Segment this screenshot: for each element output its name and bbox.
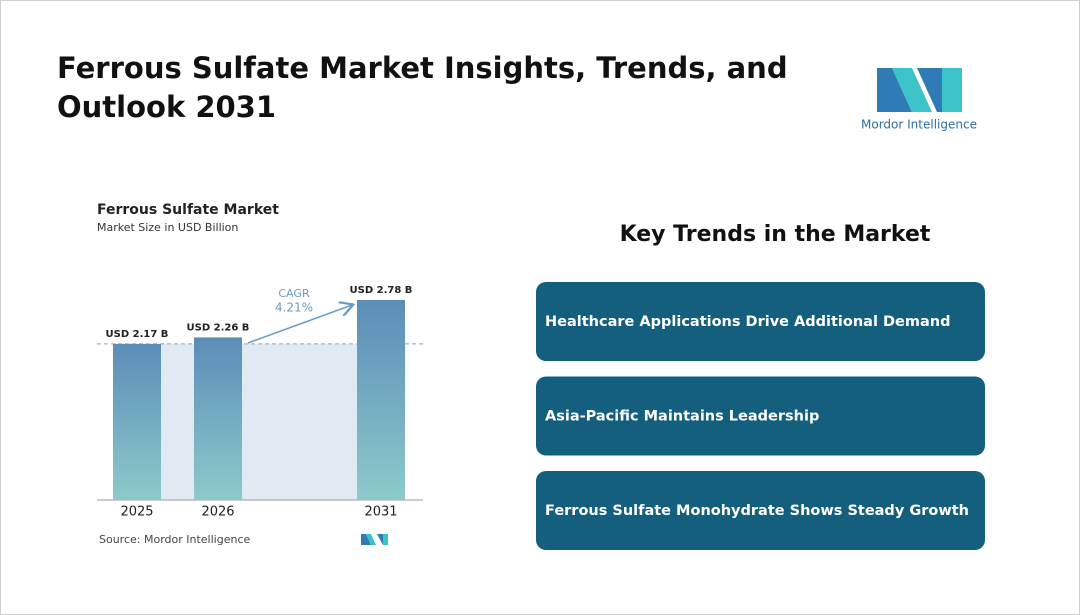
title-line: Ferrous Sulfate Market Insights, Trends,…	[57, 51, 788, 124]
trend-text: Healthcare Applications Drive Additional…	[545, 314, 950, 330]
bar	[194, 337, 242, 500]
logo	[877, 68, 962, 112]
source: Source: Mordor Intelligence	[99, 533, 250, 546]
shade	[161, 343, 357, 500]
trend-box	[536, 376, 985, 456]
cagr-arrow	[247, 305, 352, 344]
value-label: USD 2.78 B	[350, 285, 413, 296]
cagr-label: CAGR	[278, 287, 310, 300]
logo-text: Mordor Intelligence	[861, 118, 977, 132]
cagr-value: 4.21%	[275, 301, 313, 315]
chart-subtitle: Market Size in USD Billion	[97, 221, 238, 234]
trend-box	[536, 471, 985, 550]
trend-box	[536, 282, 985, 361]
value-label: USD 2.26 B	[187, 322, 250, 333]
trend-text: Asia-Pacific Maintains Leadership	[545, 409, 819, 425]
value-label: USD 2.17 B	[106, 329, 169, 340]
x-tick-label: 2026	[201, 505, 234, 520]
x-tick-label: 2031	[364, 505, 397, 520]
trend-text: Ferrous Sulfate Monohydrate Shows Steady…	[545, 503, 969, 519]
bar	[113, 343, 161, 500]
small-logo	[361, 534, 388, 545]
bar	[357, 300, 405, 500]
x-tick-label: 2025	[120, 505, 153, 520]
chart-title: Ferrous Sulfate Market	[97, 202, 279, 218]
trends-title: Key Trends in the Market	[620, 222, 931, 247]
